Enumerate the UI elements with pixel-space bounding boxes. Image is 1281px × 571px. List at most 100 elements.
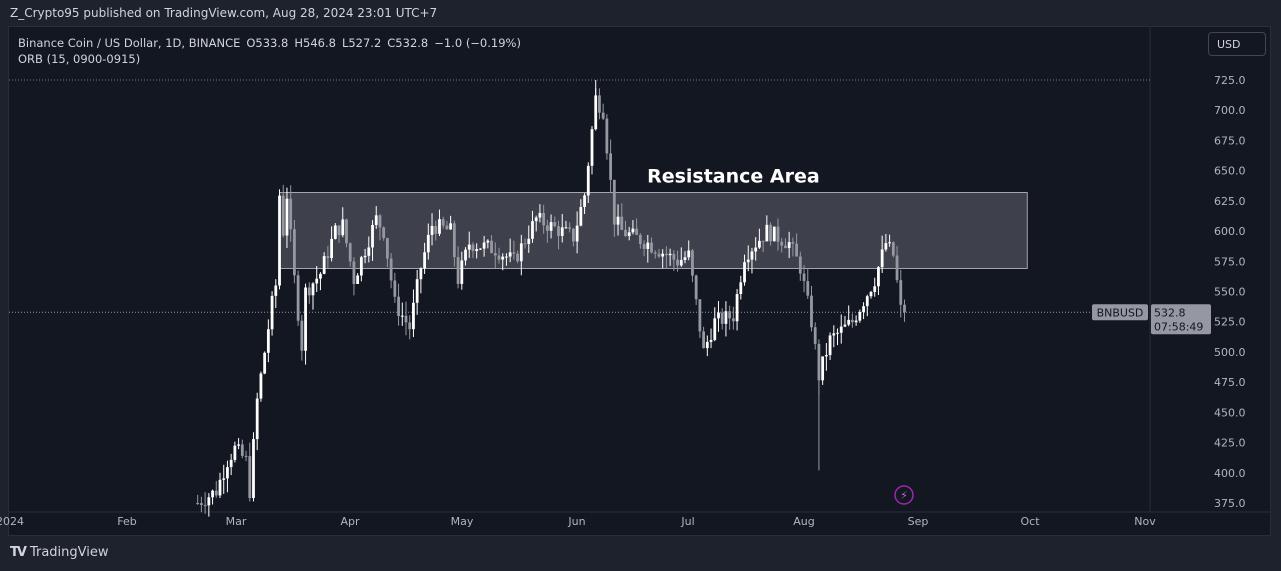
candle-body — [456, 257, 460, 284]
candle-body — [873, 286, 877, 292]
candle-body — [810, 295, 813, 328]
candle-body — [449, 223, 453, 230]
candle-body — [222, 478, 226, 480]
candle-body — [538, 212, 542, 218]
candle-body — [493, 253, 497, 256]
candle-body — [679, 259, 683, 266]
candle-body — [828, 335, 832, 356]
candle-body — [545, 225, 549, 231]
candle-body — [218, 479, 222, 496]
candle-body — [359, 257, 363, 276]
symbol-tag — [1092, 304, 1148, 321]
candle-body — [244, 455, 248, 457]
candle-body — [586, 165, 590, 196]
y-tick-label: 725.0 — [1214, 74, 1246, 87]
candle-body — [214, 490, 218, 496]
candle-body — [672, 253, 676, 260]
candle-body — [702, 331, 705, 349]
candle-body — [319, 273, 322, 279]
chart-legend: Binance Coin / US Dollar, 1D, BINANCE O53… — [18, 35, 527, 67]
close-value: C532.8 — [387, 36, 429, 50]
candle-body — [293, 229, 296, 276]
candle-body — [646, 242, 650, 249]
candle-body — [661, 253, 665, 257]
y-tick-label: 500.0 — [1214, 346, 1246, 359]
y-tick-label: 400.0 — [1214, 467, 1246, 480]
candle-body — [601, 112, 605, 119]
candle-body — [419, 268, 423, 280]
chart-panel[interactable] — [8, 26, 1271, 536]
candle-body — [798, 256, 802, 274]
candle-body — [769, 224, 772, 242]
candle-body — [575, 225, 579, 242]
candle-body — [638, 234, 642, 245]
indicator-label[interactable]: ORB (15, 0900-0915) — [18, 52, 141, 66]
countdown-value: 07:58:49 — [1154, 320, 1203, 333]
candle-body — [486, 240, 490, 243]
candle-body — [862, 306, 865, 312]
candle-body — [836, 332, 839, 334]
tradingview-logo-icon: TV — [10, 545, 27, 560]
candle-body — [497, 255, 501, 260]
candle-body — [285, 198, 289, 236]
candle-body — [412, 302, 415, 330]
candle-body — [371, 225, 374, 248]
candle-body — [237, 444, 240, 446]
candle-body — [687, 250, 691, 258]
candle-body — [817, 343, 821, 381]
candle-body — [352, 261, 356, 284]
candle-body — [423, 252, 426, 269]
candle-body — [445, 225, 449, 230]
candle-body — [367, 247, 371, 256]
candle-body — [389, 258, 393, 281]
candle-body — [627, 232, 631, 237]
candle-body — [348, 243, 352, 262]
candle-body — [791, 242, 795, 244]
candle-body — [516, 253, 519, 262]
y-tick-label: 625.0 — [1214, 195, 1246, 208]
y-tick-label: 475.0 — [1214, 376, 1246, 389]
candle-body — [806, 281, 810, 296]
y-tick-label: 525.0 — [1214, 316, 1246, 329]
candle-body — [895, 255, 899, 281]
candle-body — [200, 503, 203, 505]
candle-body — [430, 225, 434, 235]
candle-body — [780, 241, 784, 246]
candle-body — [266, 329, 270, 353]
candle-body — [460, 260, 464, 284]
footer-brand[interactable]: TradingView — [29, 545, 109, 560]
candle-body — [728, 311, 732, 319]
candle-body — [255, 398, 259, 440]
currency-button[interactable]: USD — [1208, 32, 1266, 56]
candle-body — [653, 252, 657, 254]
candle-body — [337, 225, 341, 236]
candle-body — [296, 275, 300, 321]
candle-body — [289, 198, 293, 230]
candle-body — [717, 312, 720, 319]
candle-body — [694, 275, 698, 300]
candle-body — [341, 219, 345, 236]
candle-body — [635, 228, 639, 235]
y-tick-label: 600.0 — [1214, 225, 1246, 238]
candle-body — [263, 352, 267, 374]
candle-body — [802, 273, 806, 282]
candle-body — [847, 319, 851, 325]
candle-body — [240, 444, 244, 456]
candle-body — [501, 256, 505, 260]
candle-body — [482, 242, 486, 249]
candle-body — [233, 445, 237, 460]
candle-body — [374, 215, 378, 226]
candle-body — [824, 355, 828, 357]
low-value: L527.2 — [341, 36, 382, 50]
candle-body — [888, 242, 891, 244]
candle-body — [438, 219, 441, 234]
symbol-title[interactable]: Binance Coin / US Dollar, 1D, BINANCE — [18, 36, 241, 50]
x-tick-label: Feb — [117, 515, 136, 528]
candle-body — [761, 240, 765, 242]
candle-body — [869, 291, 873, 297]
candle-body — [746, 259, 750, 263]
candle-body — [720, 312, 724, 324]
y-tick-label: 425.0 — [1214, 437, 1246, 450]
candle-body — [226, 467, 229, 479]
